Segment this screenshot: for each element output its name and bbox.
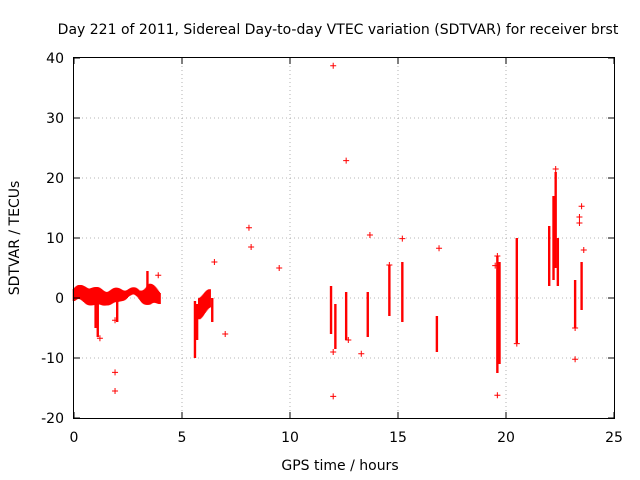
x-tick-label: 15	[389, 430, 407, 446]
data-point	[343, 157, 350, 164]
data-point	[330, 393, 337, 400]
x-tick-label: 5	[178, 430, 187, 446]
data-point	[248, 244, 255, 250]
data-point	[576, 214, 583, 220]
data-point	[576, 220, 583, 226]
y-tick-label: -20	[41, 411, 64, 427]
chart-title: Day 221 of 2011, Sidereal Day-to-day VTE…	[58, 22, 619, 38]
data-point	[494, 253, 501, 259]
data-point	[245, 224, 252, 231]
data-point	[572, 356, 579, 363]
x-tick-label: 0	[70, 430, 79, 446]
data-points	[72, 62, 587, 400]
data-point	[572, 325, 579, 331]
y-tick-label: 20	[46, 171, 64, 187]
plot-frame	[73, 57, 615, 419]
data-point	[276, 265, 283, 271]
data-point	[436, 245, 443, 252]
axis-ticks: 0 5 10 15 20 25 -20 -10 0 10 20 30 40	[41, 51, 623, 446]
data-point	[366, 232, 373, 238]
data-point	[345, 337, 352, 343]
data-point	[112, 317, 119, 324]
data-point	[494, 392, 501, 399]
data-point	[330, 349, 337, 355]
data-point	[399, 235, 406, 242]
data-point	[330, 62, 337, 69]
data-point	[155, 272, 162, 279]
data-point	[492, 262, 499, 269]
data-point	[580, 247, 587, 253]
y-tick-label: 40	[46, 51, 64, 67]
y-tick-label: 0	[55, 291, 64, 307]
y-tick-label: 10	[46, 231, 64, 247]
data-point	[358, 350, 365, 357]
data-point	[112, 369, 119, 376]
x-tick-label: 25	[605, 430, 623, 446]
data-point	[96, 335, 103, 342]
data-point	[211, 259, 218, 265]
x-tick-label: 10	[281, 430, 299, 446]
data-point	[222, 331, 229, 337]
data-point	[578, 203, 585, 210]
x-axis-label: GPS time / hours	[281, 458, 398, 474]
y-tick-label: -10	[41, 351, 64, 367]
data-point	[386, 262, 393, 268]
y-axis-label: SDTVAR / TECUs	[7, 181, 23, 296]
data-point	[552, 166, 559, 172]
data-point	[112, 388, 119, 394]
x-tick-label: 20	[497, 430, 515, 446]
grid	[74, 58, 614, 418]
data-point	[513, 340, 520, 347]
y-tick-label: 30	[46, 111, 64, 127]
